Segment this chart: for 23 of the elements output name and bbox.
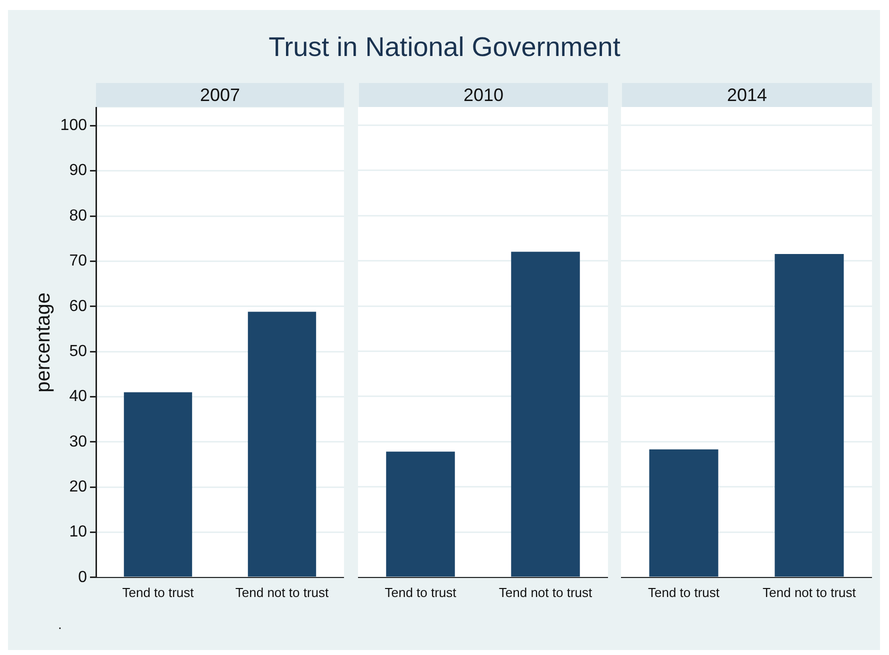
text: Trust in National Government — [268, 32, 622, 63]
y-tick-label: 90 — [69, 162, 88, 180]
chart-subtitle: 2007 — [96, 83, 344, 107]
chart-subtitle: 2014 — [622, 83, 872, 107]
y-tick-label: 20 — [69, 478, 88, 496]
y-axis-title: percentage — [32, 292, 55, 393]
chart-subtitle: 2010 — [359, 83, 608, 107]
x-tick-label: Tend not to trust — [235, 584, 329, 600]
x-tick-label: Tend to trust — [384, 584, 457, 600]
y-tick-label: 40 — [69, 388, 88, 406]
text: . — [58, 616, 62, 632]
y-tick-label: 70 — [69, 252, 88, 270]
y-tick-label: 50 — [69, 342, 88, 360]
x-tick-label: Tend to trust — [122, 584, 194, 600]
x-tick-label: Tend to trust — [648, 584, 720, 600]
x-tick-label: Tend not to trust — [762, 584, 856, 600]
y-tick-label: 10 — [69, 524, 88, 541]
y-tick-label: 80 — [69, 207, 88, 224]
y-tick-label: 100 — [60, 117, 88, 134]
y-tick-label: 30 — [69, 433, 88, 450]
y-tick-label: 0 — [78, 568, 88, 586]
x-tick-label: Tend not to trust — [498, 584, 592, 600]
y-tick-label: 60 — [69, 298, 88, 315]
